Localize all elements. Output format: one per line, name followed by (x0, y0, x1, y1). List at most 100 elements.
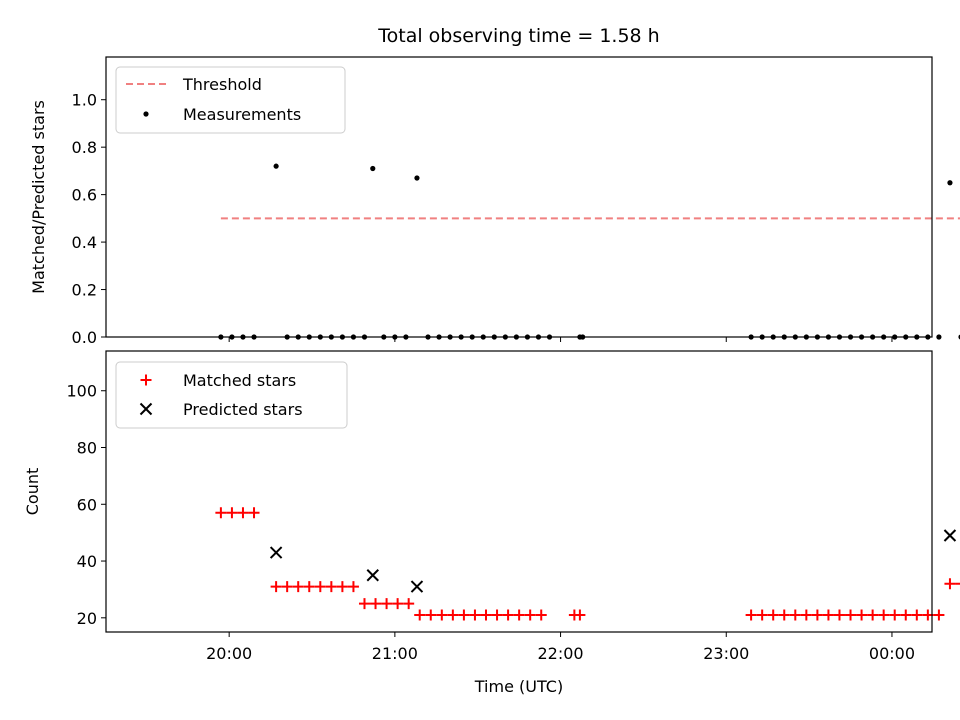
y-tick-label: 0.2 (72, 281, 97, 300)
ratio-y-axis-label: Matched/Predicted stars (29, 100, 48, 294)
matched-star-point (955, 578, 960, 590)
matched-star-point (867, 609, 879, 621)
x-tick-label: 22:00 (538, 644, 584, 663)
matched-star-point (789, 609, 801, 621)
matched-star-point (574, 609, 586, 621)
matched-star-point (878, 609, 890, 621)
ratio-panel: 0.0 0.2 0.4 0.6 0.8 1.0 Matched/Predicted sta… (29, 56, 960, 347)
matched-star-point (403, 598, 415, 610)
legend-measurements-label: Measurements (183, 105, 301, 124)
matched-star-point (303, 581, 315, 593)
matched-star-point (524, 609, 536, 621)
legend-matched-label: Matched stars (183, 371, 296, 390)
matched-star-point (745, 609, 757, 621)
matched-star-point (911, 609, 923, 621)
legend-predicted-label: Predicted stars (183, 400, 303, 419)
matched-star-point (314, 581, 326, 593)
matched-star-point (436, 609, 448, 621)
measurement-point (273, 163, 279, 169)
x-tick-label: 00:00 (869, 644, 915, 663)
matched-star-point (933, 609, 945, 621)
matched-star-point (425, 609, 437, 621)
count-legend-box (115, 361, 348, 429)
matched-star-point (756, 609, 768, 621)
matched-star-point (358, 598, 370, 610)
matched-star-point (502, 609, 514, 621)
measurement-point (414, 175, 420, 181)
count-points (215, 507, 960, 621)
y-tick-label: 1.0 (72, 91, 97, 110)
x-tick-label: 20:00 (206, 644, 252, 663)
measurement-point (370, 165, 376, 172)
ratio-legend-box (115, 66, 346, 134)
matched-star-point (469, 609, 481, 621)
matched-star-point (822, 609, 834, 621)
predicted-star-point (366, 569, 379, 582)
legend-measurements-swatch (143, 111, 149, 117)
matched-star-point (845, 609, 857, 621)
matched-star-point (833, 609, 845, 621)
matched-star-point (491, 609, 503, 621)
matched-star-point (414, 609, 426, 621)
matched-star-point (381, 598, 393, 610)
matched-star-point (944, 578, 956, 590)
y-tick-label: 0.8 (72, 138, 97, 157)
ratio-y-ticks: 0.0 0.2 0.4 0.6 0.8 1.0 (72, 91, 106, 347)
matched-star-point (535, 609, 547, 621)
y-tick-label: 40 (77, 552, 97, 571)
matched-star-point (458, 609, 470, 621)
predicted-star-point (269, 546, 283, 559)
matched-star-point (370, 598, 382, 610)
legend-matched-swatch (140, 374, 152, 386)
y-tick-label: 20 (77, 609, 97, 628)
matched-star-point (856, 609, 868, 621)
matched-star-point (292, 581, 304, 593)
y-tick-label: 100 (66, 382, 97, 401)
matched-star-point (767, 609, 779, 621)
matched-star-point (347, 581, 359, 593)
predicted-star-point (943, 529, 957, 542)
matched-star-point (281, 581, 293, 593)
matched-star-point (447, 609, 459, 621)
matched-star-point (270, 581, 282, 593)
legend-predicted-swatch (139, 402, 153, 416)
matched-star-point (248, 507, 260, 519)
x-axis-label: Time (UTC) (474, 677, 563, 696)
count-x-ticks: 20:0021:0022:0023:0000:0001:0002:0003:00… (206, 632, 915, 663)
matched-star-point (480, 609, 492, 621)
measurement-points (218, 163, 960, 340)
x-tick-label: 21:00 (372, 644, 418, 663)
y-tick-label: 80 (77, 439, 97, 458)
y-tick-label: 60 (77, 495, 97, 514)
legend-threshold-label: Threshold (182, 75, 262, 94)
legend-x-mark (139, 402, 153, 416)
x-tick-label: 23:00 (703, 644, 749, 663)
matched-star-point (237, 507, 249, 519)
y-tick-label: 0.6 (72, 186, 97, 205)
measurement-point (936, 334, 942, 340)
matched-star-point (900, 609, 912, 621)
matched-star-point (325, 581, 337, 593)
matched-star-point (889, 609, 901, 621)
y-tick-label: 0.4 (72, 233, 97, 252)
ratio-x-ticks (228, 337, 893, 342)
chart-title: Total observing time = 1.58 h (377, 25, 659, 47)
count-y-axis-label: Count (23, 468, 42, 516)
predicted-star-point (410, 580, 424, 593)
ratio-plot-frame (105, 56, 933, 338)
matched-star-point (811, 609, 823, 621)
matched-star-point (778, 609, 790, 621)
matched-star-point (226, 507, 238, 519)
matched-star-point (392, 598, 404, 610)
y-tick-label: 0.0 (72, 328, 97, 347)
legend-plus-mark (140, 374, 152, 386)
matched-star-point (336, 581, 348, 593)
measurement-point (947, 180, 953, 186)
count-plot-frame (105, 350, 933, 633)
count-y-ticks: 20 40 60 80 100 (66, 382, 106, 628)
matched-star-point (800, 609, 812, 621)
count-legend: Matched stars Predicted stars (115, 361, 348, 429)
ratio-legend: Threshold Measurements (115, 66, 346, 134)
